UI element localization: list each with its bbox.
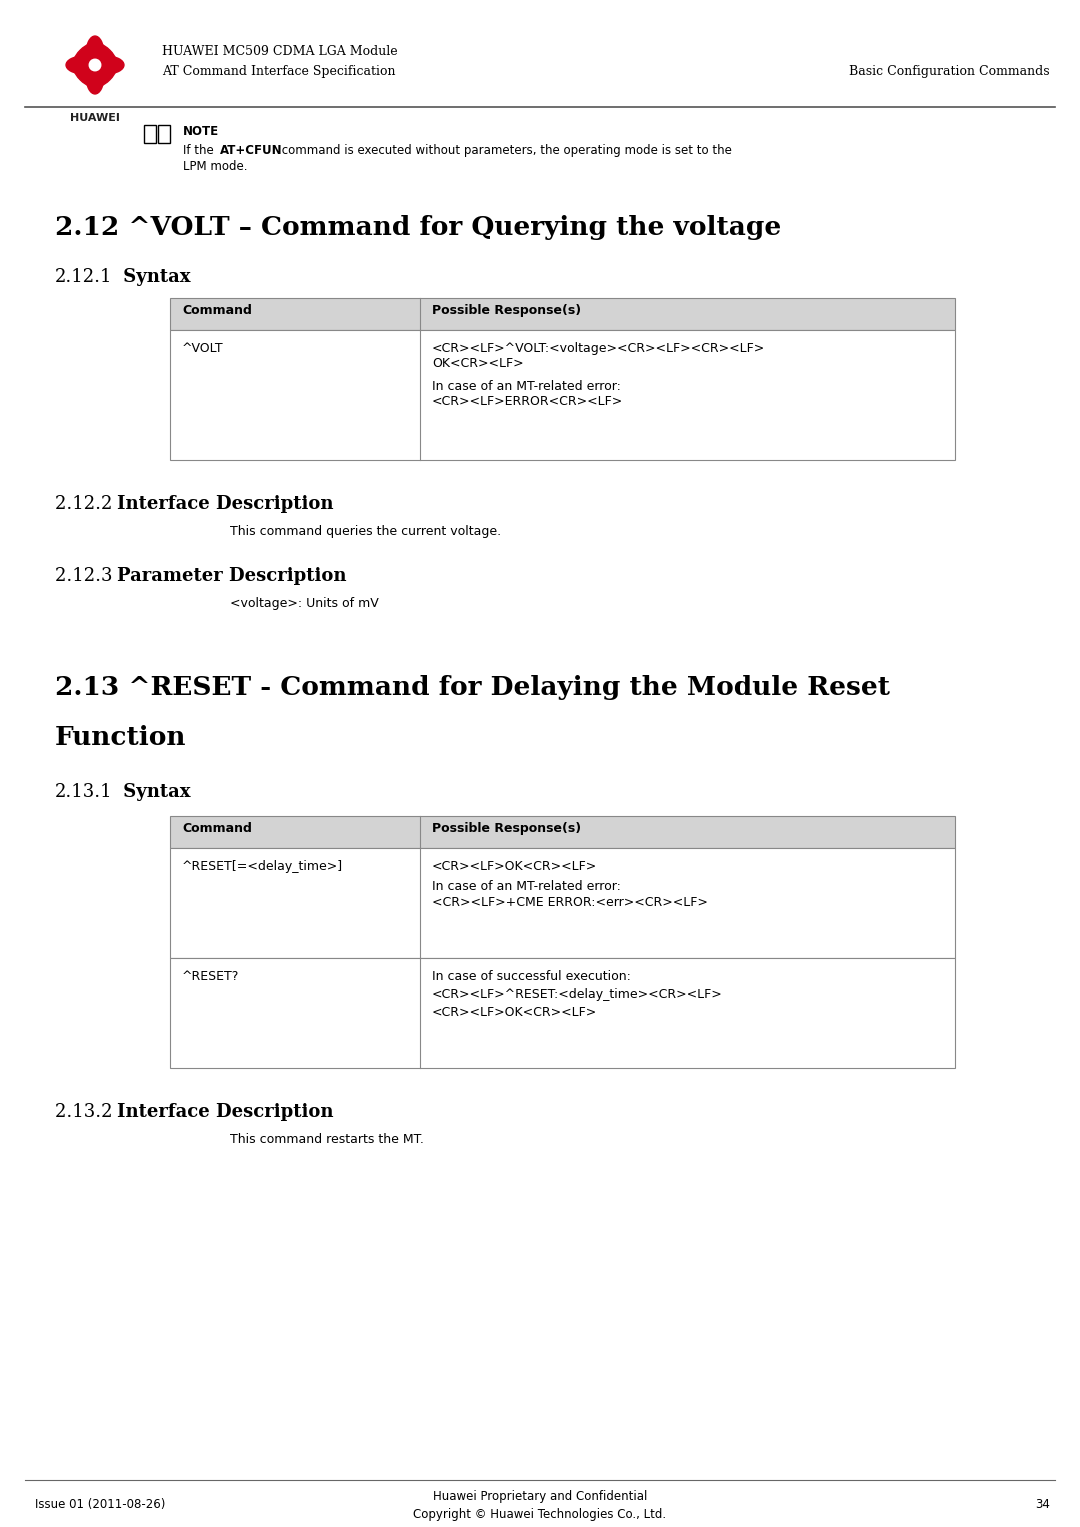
Text: 2.13 ^RESET - Command for Delaying the Module Reset: 2.13 ^RESET - Command for Delaying the M… [55, 675, 890, 699]
Text: AT+CFUN: AT+CFUN [220, 144, 283, 157]
Ellipse shape [73, 43, 99, 70]
Text: AT Command Interface Specification: AT Command Interface Specification [162, 66, 395, 78]
Text: 2.12.1: 2.12.1 [55, 269, 112, 286]
Bar [170, 815, 955, 847]
Text: Copyright © Huawei Technologies Co., Ltd.: Copyright © Huawei Technologies Co., Ltd… [414, 1509, 666, 1521]
Text: 2.13.1: 2.13.1 [55, 783, 112, 802]
Ellipse shape [66, 56, 99, 73]
Text: Huawei Proprietary and Confidential: Huawei Proprietary and Confidential [433, 1490, 647, 1503]
Text: <CR><LF>+CME ERROR:<err><CR><LF>: <CR><LF>+CME ERROR:<err><CR><LF> [432, 896, 707, 909]
Text: <CR><LF>^RESET:<delay_time><CR><LF>: <CR><LF>^RESET:<delay_time><CR><LF> [432, 988, 723, 1002]
Text: Interface Description: Interface Description [117, 1102, 334, 1121]
Bar [144, 125, 156, 144]
Text: <CR><LF>OK<CR><LF>: <CR><LF>OK<CR><LF> [432, 1006, 597, 1019]
Text: LPM mode.: LPM mode. [183, 160, 247, 173]
Bar [170, 298, 955, 330]
Text: Issue 01 (2011-08-26): Issue 01 (2011-08-26) [35, 1498, 165, 1512]
Ellipse shape [91, 56, 124, 73]
Text: 34: 34 [1035, 1498, 1050, 1512]
Text: 2.12.2: 2.12.2 [55, 495, 118, 513]
Text: <CR><LF>ERROR<CR><LF>: <CR><LF>ERROR<CR><LF> [432, 395, 623, 408]
Bar [170, 330, 955, 460]
Text: This command queries the current voltage.: This command queries the current voltage… [230, 525, 501, 538]
Text: If the: If the [183, 144, 217, 157]
Circle shape [90, 60, 100, 70]
Text: OK<CR><LF>: OK<CR><LF> [432, 357, 524, 370]
Text: This command restarts the MT.: This command restarts the MT. [230, 1133, 423, 1145]
Text: In case of an MT-related error:: In case of an MT-related error: [432, 880, 621, 893]
Text: Parameter Description: Parameter Description [117, 567, 347, 585]
Text: 2.13.2: 2.13.2 [55, 1102, 118, 1121]
Ellipse shape [91, 60, 117, 87]
Text: Syntax: Syntax [117, 269, 190, 286]
Text: 2.12 ^VOLT – Command for Querying the voltage: 2.12 ^VOLT – Command for Querying the vo… [55, 215, 781, 240]
Text: Function: Function [55, 725, 187, 750]
Text: <voltage>: Units of mV: <voltage>: Units of mV [230, 597, 379, 609]
Text: HUAWEI: HUAWEI [70, 113, 120, 124]
Text: Command: Command [183, 822, 252, 835]
Text: Interface Description: Interface Description [117, 495, 334, 513]
Text: <CR><LF>^VOLT:<voltage><CR><LF><CR><LF>: <CR><LF>^VOLT:<voltage><CR><LF><CR><LF> [432, 342, 766, 354]
Bar [170, 957, 955, 1067]
Text: command is executed without parameters, the operating mode is set to the: command is executed without parameters, … [278, 144, 732, 157]
Text: Possible Response(s): Possible Response(s) [432, 822, 581, 835]
Text: HUAWEI MC509 CDMA LGA Module: HUAWEI MC509 CDMA LGA Module [162, 44, 397, 58]
Bar [158, 125, 170, 144]
Text: 2.12.3: 2.12.3 [55, 567, 118, 585]
Text: Possible Response(s): Possible Response(s) [432, 304, 581, 318]
Ellipse shape [91, 43, 117, 70]
Text: NOTE: NOTE [183, 125, 219, 137]
Ellipse shape [86, 61, 104, 95]
Text: Basic Configuration Commands: Basic Configuration Commands [849, 66, 1050, 78]
Text: ^RESET[=<delay_time>]: ^RESET[=<delay_time>] [183, 860, 343, 873]
Text: ^RESET?: ^RESET? [183, 970, 240, 983]
Text: In case of successful execution:: In case of successful execution: [432, 970, 631, 983]
Text: ^VOLT: ^VOLT [183, 342, 224, 354]
Text: In case of an MT-related error:: In case of an MT-related error: [432, 380, 621, 392]
Bar [170, 847, 955, 957]
Ellipse shape [73, 60, 99, 87]
Text: Command: Command [183, 304, 252, 318]
Ellipse shape [86, 37, 104, 70]
Text: Syntax: Syntax [117, 783, 190, 802]
Text: <CR><LF>OK<CR><LF>: <CR><LF>OK<CR><LF> [432, 860, 597, 873]
